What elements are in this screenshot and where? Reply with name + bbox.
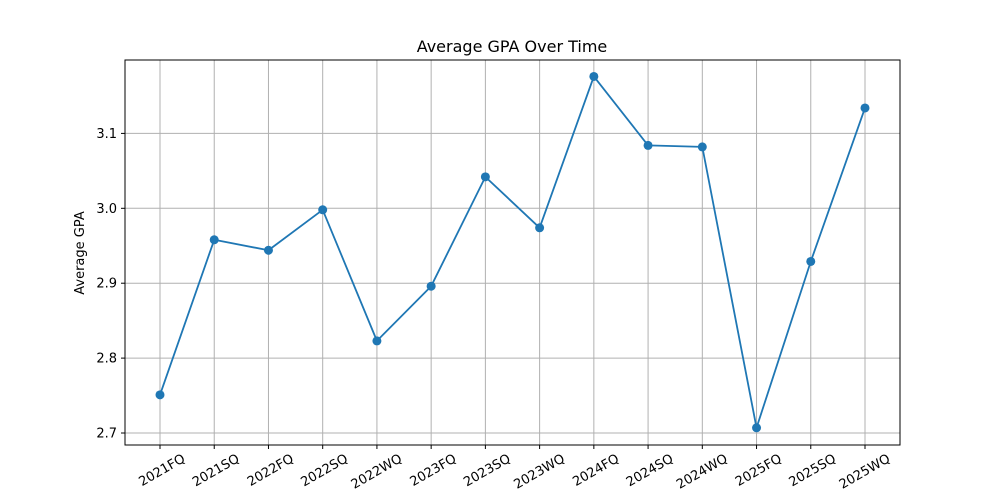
x-tick-label: 2022SQ [299, 451, 351, 490]
y-tick-label: 3.1 [96, 127, 117, 142]
data-point [535, 223, 545, 233]
chart-title: Average GPA Over Time [417, 37, 608, 56]
x-tick-label: 2021FQ [137, 451, 188, 489]
x-tick-label: 2023SQ [461, 451, 513, 490]
y-tick-label: 3.0 [96, 202, 117, 217]
series-line [159, 75, 866, 429]
data-point [155, 390, 165, 400]
data-point [318, 205, 328, 215]
x-tick-label: 2023WQ [511, 451, 567, 492]
x-tick-label: 2025FQ [733, 451, 784, 489]
data-point [806, 256, 816, 266]
x-tick-label: 2024SQ [624, 451, 676, 490]
data-point [426, 281, 436, 291]
x-tick-label: 2025SQ [787, 451, 839, 490]
data-point [209, 235, 219, 245]
grid-layer [125, 60, 900, 445]
x-tick-label: 2023FQ [408, 451, 459, 489]
x-tick-label: 2025WQ [837, 451, 893, 492]
x-tick-label: 2024WQ [674, 451, 730, 492]
series-layer [155, 71, 870, 433]
data-point [480, 172, 490, 182]
data-point [697, 142, 707, 152]
y-tick-label: 2.9 [96, 277, 117, 292]
data-point [752, 423, 762, 433]
data-point [643, 140, 653, 150]
data-point [589, 71, 599, 81]
data-point [372, 336, 382, 346]
plot-frame [124, 59, 901, 446]
x-tick-label: 2022FQ [245, 451, 296, 489]
data-point [263, 245, 273, 255]
x-tick-label: 2022WQ [349, 451, 405, 492]
x-tick-label: 2024FQ [570, 451, 621, 489]
y-tick-label: 2.7 [96, 427, 117, 442]
x-tick-label: 2021SQ [190, 451, 242, 490]
y-axis-label: Average GPA [73, 211, 88, 295]
y-tick-label: 2.8 [96, 352, 117, 367]
data-point [860, 103, 870, 113]
